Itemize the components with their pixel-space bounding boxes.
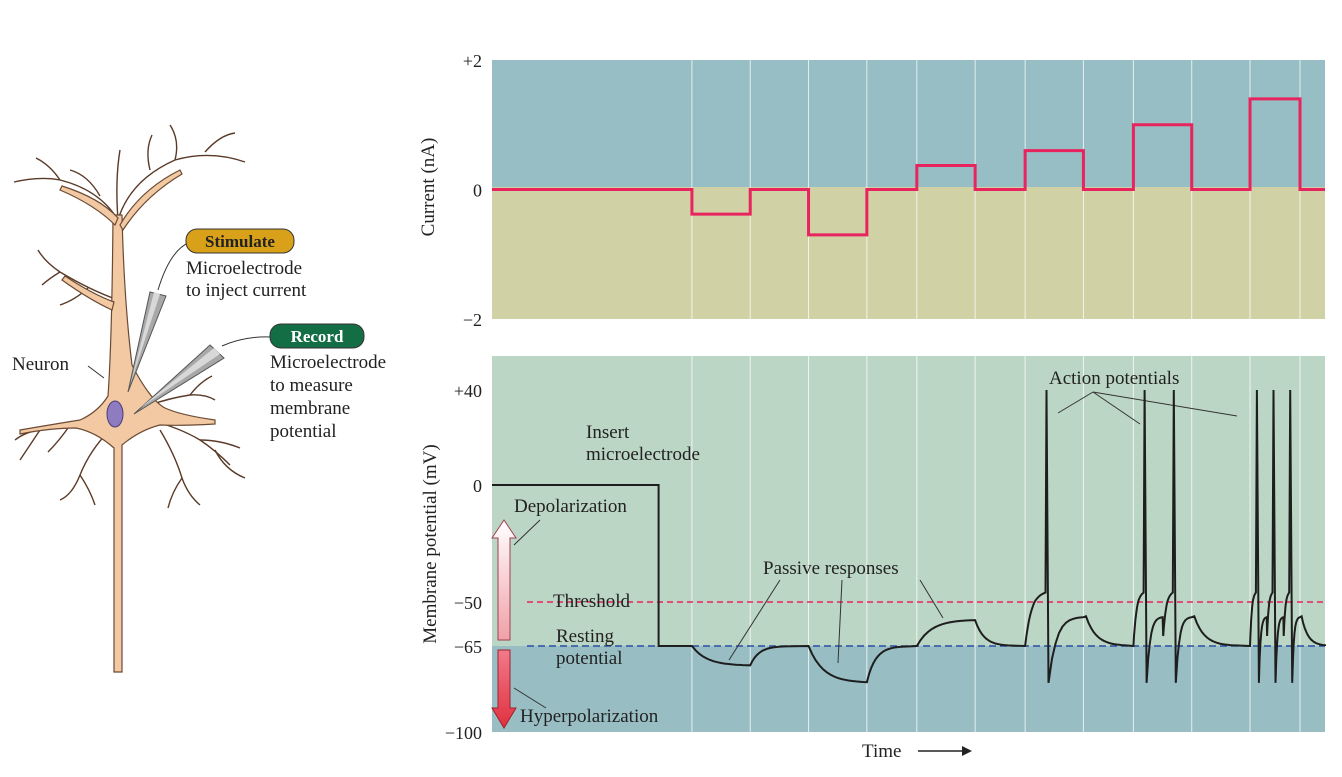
dendrite-branches <box>13 124 246 509</box>
stimulate-tag-label: Stimulate <box>205 232 275 251</box>
nucleus <box>106 400 124 428</box>
time-axis-label: Time <box>862 741 901 762</box>
membrane-y-tick-label: −65 <box>454 637 482 657</box>
record-electrode: Record Microelectrode to measure membran… <box>133 323 386 442</box>
current-y-tick-label: +2 <box>463 51 482 71</box>
current-y-ticks: +2 0 −2 <box>463 51 482 330</box>
membrane-chart: +40 0 −50 −65 −100 Membrane potential (mV) D… <box>420 356 1326 762</box>
current-chart: +2 0 −2 Current (nA) <box>418 51 1325 330</box>
neuron-label-leader <box>87 365 105 379</box>
stimulate-desc-line1: Microelectrode <box>186 258 302 279</box>
record-desc-line4: potential <box>270 421 336 442</box>
record-desc-line1: Microelectrode <box>270 352 386 373</box>
current-y-tick-label: 0 <box>473 181 482 201</box>
depolarization-leader <box>513 519 541 546</box>
resting-label-line1: Resting <box>556 626 615 647</box>
neuron-illustration: Neuron Stimulate Microelectrode to injec… <box>12 124 386 673</box>
insert-label-line2: microelectrode <box>586 444 700 465</box>
membrane-y-tick-label: +40 <box>454 381 482 401</box>
time-arrow-head <box>962 746 972 756</box>
membrane-bg-lower <box>492 646 1325 732</box>
threshold-label: Threshold <box>553 591 631 612</box>
record-tag-label: Record <box>291 327 344 346</box>
stimulate-desc-line2: to inject current <box>186 280 307 301</box>
record-desc-line2: to measure <box>270 375 353 396</box>
record-desc-line3: membrane <box>270 398 350 419</box>
membrane-y-axis-label: Membrane potential (mV) <box>420 444 441 643</box>
passive-responses-label: Passive responses <box>763 558 899 579</box>
depolarization-arrow <box>491 519 517 641</box>
membrane-y-tick-label: 0 <box>473 476 482 496</box>
depolarization-label: Depolarization <box>514 496 627 517</box>
stimulate-tag <box>185 228 295 254</box>
passive-responses-leaders <box>728 579 944 664</box>
current-y-axis-label: Current (nA) <box>418 138 439 237</box>
insert-label-line1: Insert <box>586 422 630 443</box>
record-tag <box>269 323 365 349</box>
resting-label-line2: potential <box>556 648 622 669</box>
hyperpolarization-label: Hyperpolarization <box>520 706 659 727</box>
membrane-y-tick-label: −50 <box>454 593 482 613</box>
current-y-tick-label: −2 <box>463 310 482 330</box>
hyperpolarization-arrow <box>491 649 517 729</box>
membrane-trace <box>492 389 1326 684</box>
membrane-y-ticks: +40 0 −50 −65 −100 <box>445 381 482 743</box>
current-trace <box>492 97 1325 237</box>
membrane-bg-upper <box>492 356 1325 646</box>
primary-dendrites <box>59 169 183 311</box>
time-axis-label-group: Time <box>862 741 972 762</box>
membrane-gridlines <box>691 356 1301 732</box>
neuron-body <box>19 214 216 673</box>
action-potentials-label: Action potentials <box>1049 368 1179 389</box>
membrane-y-tick-label: −100 <box>445 723 482 743</box>
neuron-label: Neuron <box>12 354 69 375</box>
current-bg-negative <box>492 187 1325 319</box>
neuron-label-group: Neuron <box>12 354 105 379</box>
hyperpolarization-leader <box>513 687 547 709</box>
stimulate-electrode: Stimulate Microelectrode to inject curre… <box>127 228 307 393</box>
current-bg-positive <box>492 60 1325 187</box>
action-potentials-leaders <box>1057 391 1238 425</box>
